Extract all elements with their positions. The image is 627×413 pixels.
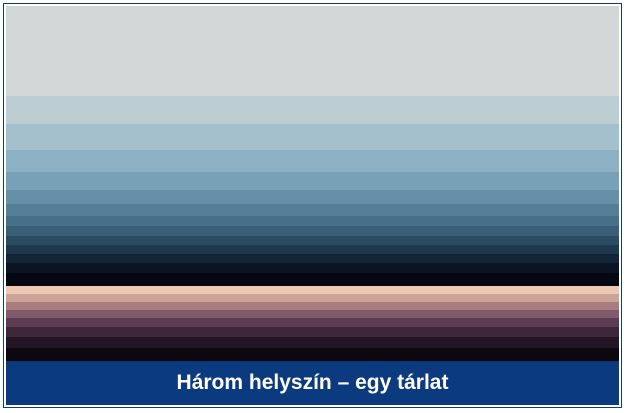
caption-bar: Három helyszín – egy tárlat <box>6 361 619 405</box>
caption-text: Három helyszín – egy tárlat <box>176 371 449 394</box>
artwork-image <box>6 6 619 361</box>
image-card[interactable]: Három helyszín – egy tárlat <box>3 3 622 408</box>
